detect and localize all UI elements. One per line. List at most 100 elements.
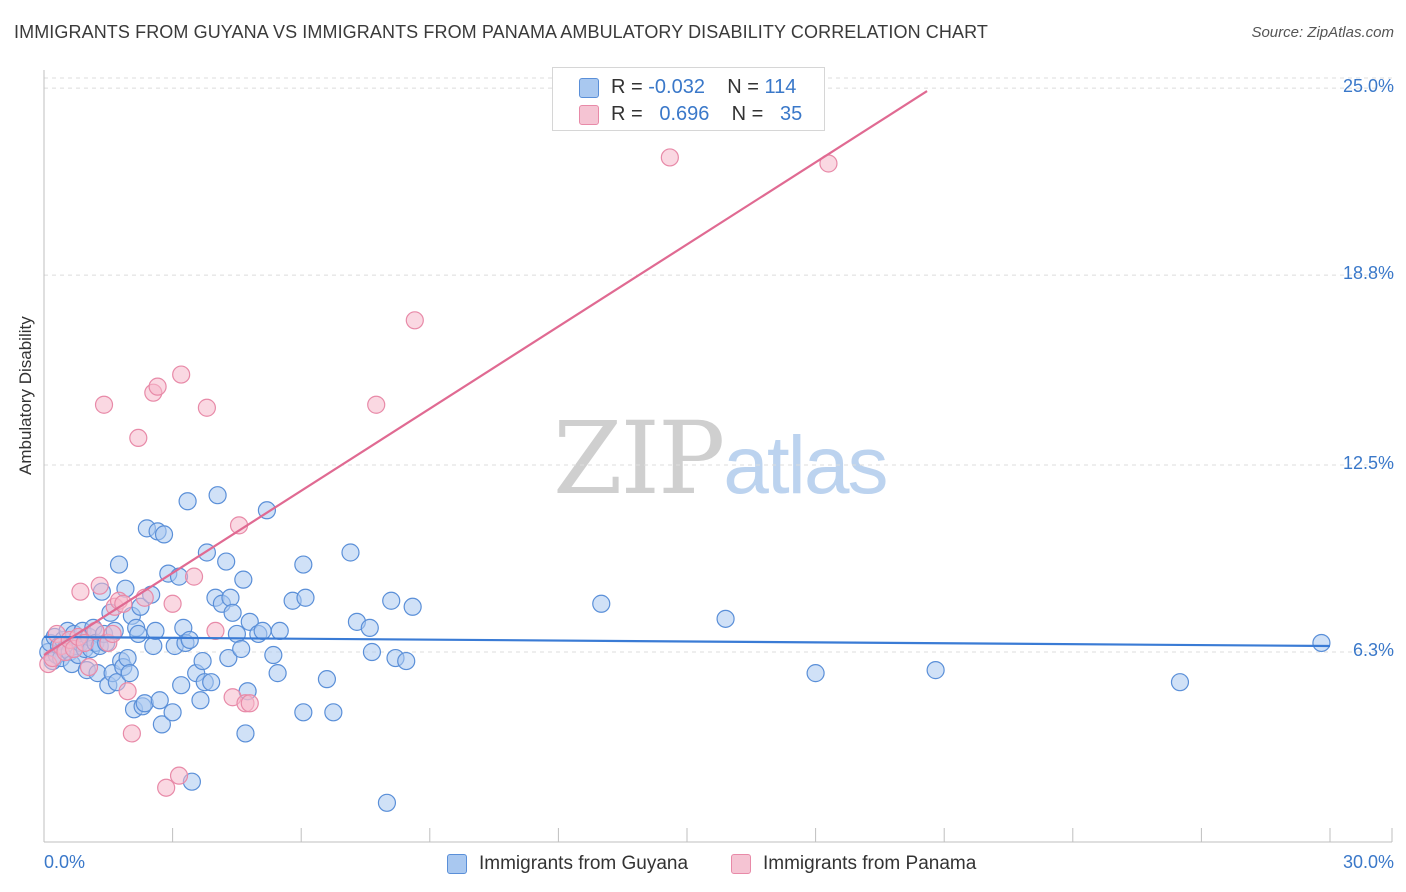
point-1-30	[197, 398, 216, 417]
point-1-27	[169, 766, 189, 785]
point-0-107	[926, 661, 945, 680]
point-0-66	[193, 651, 212, 671]
point-0-52	[152, 715, 171, 734]
point-1-19	[118, 682, 137, 701]
grid-layer	[44, 77, 1392, 653]
guyana-swatch	[579, 78, 599, 98]
y-tick-label-3: 25.0%	[1342, 76, 1394, 97]
point-0-94	[324, 703, 343, 722]
point-1-31	[206, 621, 225, 641]
point-0-93	[317, 670, 337, 689]
point-1-28	[172, 365, 191, 384]
point-0-106	[806, 664, 825, 683]
watermark-zip: ZIP	[553, 400, 725, 517]
legend-n-label-guyana: N =	[727, 76, 765, 98]
point-0-109	[1312, 633, 1331, 653]
point-0-61	[178, 492, 197, 511]
source-label: Source: ZipAtlas.com	[1251, 24, 1394, 41]
point-0-33	[109, 555, 129, 574]
x-tick-max: 30.0%	[1342, 852, 1394, 872]
point-0-78	[232, 639, 251, 659]
point-1-26	[163, 594, 182, 613]
point-0-38	[120, 664, 139, 683]
bottom-guyana-swatch	[447, 854, 467, 874]
point-1-20	[122, 724, 141, 743]
point-1-15	[103, 624, 122, 644]
point-0-77	[227, 624, 246, 644]
panama-swatch	[579, 105, 599, 125]
point-1-12	[90, 576, 109, 595]
trend-line-1	[43, 90, 928, 656]
y-tick-label-0: 6.3%	[1352, 640, 1394, 661]
point-1-9	[75, 633, 94, 653]
point-0-97	[360, 618, 379, 637]
point-0-104	[592, 594, 611, 613]
legend-r-label-guyana: R =	[611, 76, 649, 98]
point-0-74	[219, 648, 238, 668]
series-guyana	[39, 486, 1331, 812]
y-axis-label: Ambulatory Disability	[16, 316, 35, 475]
point-0-58	[172, 676, 191, 695]
bottom-guyana-label: Immigrants from Guyana	[479, 853, 689, 874]
point-0-98	[362, 642, 382, 662]
point-0-37	[118, 648, 137, 668]
point-0-100	[382, 591, 401, 610]
point-0-80	[236, 724, 255, 743]
legend-r-value-guyana: -0.032	[648, 76, 705, 98]
bottom-panama-swatch	[731, 854, 751, 874]
bottom-panama-label: Immigrants from Panama	[763, 853, 977, 874]
point-0-92	[294, 703, 313, 722]
point-1-37	[405, 311, 424, 330]
point-0-88	[270, 621, 289, 641]
axis-layer	[43, 70, 1393, 843]
point-1-8	[71, 582, 90, 601]
point-0-53	[154, 525, 174, 544]
stats-legend: R = -0.032 N = 114 R = 0.696 N = 35	[552, 67, 825, 131]
point-0-49	[146, 621, 165, 641]
x-tick-min: 0.0%	[44, 852, 86, 872]
y-tick-label-1: 12.5%	[1342, 453, 1394, 474]
legend-n-value-panama: 35	[780, 103, 803, 125]
point-0-65	[191, 691, 210, 710]
point-0-99	[377, 793, 397, 812]
point-0-86	[264, 645, 283, 665]
point-1-38	[660, 148, 679, 167]
point-1-24	[148, 377, 167, 396]
point-0-103	[403, 597, 422, 616]
legend-r-value-panama: 0.696	[659, 103, 710, 125]
point-0-62	[180, 630, 199, 650]
point-1-10	[79, 657, 99, 677]
trend-line-0	[43, 635, 1331, 648]
point-0-48	[144, 636, 163, 656]
point-0-76	[223, 603, 242, 622]
legend-n-label-panama: N =	[731, 103, 769, 125]
point-0-91	[296, 588, 315, 607]
chart-title: IMMIGRANTS FROM GUYANA VS IMMIGRANTS FRO…	[14, 22, 988, 42]
point-0-87	[268, 664, 287, 683]
point-0-90	[294, 555, 313, 574]
legend-n-value-guyana: 114	[764, 76, 797, 98]
point-1-29	[184, 567, 204, 586]
point-0-95	[341, 543, 360, 562]
point-0-108	[1170, 673, 1190, 692]
trend-layer	[43, 90, 1331, 656]
point-0-105	[716, 609, 735, 628]
point-1-36	[367, 395, 386, 414]
point-1-35	[240, 694, 259, 713]
point-0-55	[163, 703, 182, 722]
point-0-45	[135, 694, 154, 713]
point-0-73	[217, 552, 236, 571]
point-0-42	[129, 624, 148, 644]
point-0-79	[234, 570, 253, 589]
legend-r-label-panama: R =	[611, 103, 649, 125]
y-tick-label-2: 18.8%	[1342, 263, 1394, 284]
point-1-25	[157, 778, 176, 797]
point-0-84	[253, 621, 272, 641]
point-0-51	[150, 691, 169, 710]
point-0-71	[208, 486, 227, 505]
point-1-21	[129, 428, 148, 448]
point-0-102	[397, 651, 416, 671]
point-0-75	[221, 588, 240, 607]
point-0-69	[202, 673, 221, 692]
